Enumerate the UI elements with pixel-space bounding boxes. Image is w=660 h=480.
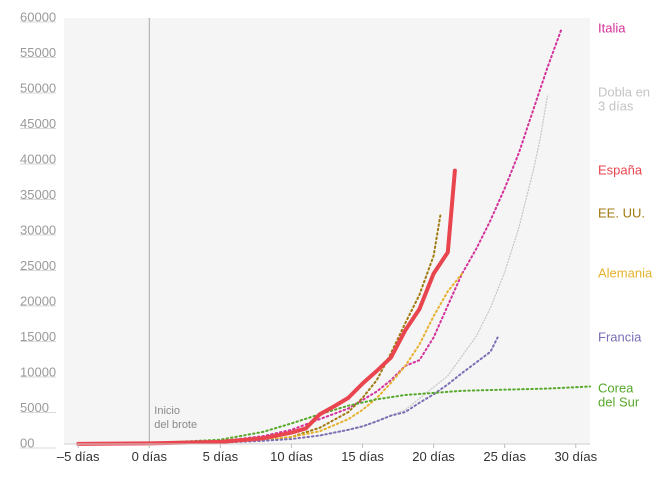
series-line-corea-del-sur xyxy=(77,385,591,445)
legend-label-francia: Francia xyxy=(598,330,642,345)
y-tick-label: 45000 xyxy=(20,116,56,131)
legend-label-dobla-en-3-dias: 3 días xyxy=(598,99,634,114)
legend-label-dobla-en-3-dias: Dobla en xyxy=(598,85,650,100)
annotation-line: Inicio xyxy=(154,405,180,417)
y-tick-label: 15000 xyxy=(20,329,56,344)
x-tick-label: 15 días xyxy=(341,449,384,464)
y-tick-label: 25000 xyxy=(20,258,56,273)
series-line-alemania xyxy=(77,272,464,445)
annotation: Inicio del brote xyxy=(154,405,197,431)
annotation-line: del brote xyxy=(154,419,197,431)
y-tick-label: 60000 xyxy=(20,9,56,24)
x-tick-label: 30 días xyxy=(554,449,597,464)
legend-label-espana: España xyxy=(598,163,643,178)
legend-label-corea-del-sur: Corea xyxy=(598,381,634,396)
x-tick-label: 0 días xyxy=(132,449,168,464)
y-tick-label: 20000 xyxy=(20,293,56,308)
legend-label-corea-del-sur: del Sur xyxy=(598,395,640,410)
x-tick-label: 5 días xyxy=(203,449,239,464)
y-tick-label: 55000 xyxy=(20,45,56,60)
series-line-espana xyxy=(76,168,457,446)
y-tick-label: 50000 xyxy=(20,80,56,95)
y-tick-label: 35000 xyxy=(20,187,56,202)
y-tick-label: 30000 xyxy=(20,222,56,237)
x-axis: –5 días 0 días 5 días 10 días 15 días 20 días… xyxy=(57,443,598,464)
series-line-francia xyxy=(77,336,499,445)
y-axis: 00 5000 10000 15000 20000 25000 30000 35000 4000… xyxy=(20,9,56,450)
y-tick-label: 5000 xyxy=(20,400,49,415)
legend-label-ee-uu: EE. UU. xyxy=(598,205,645,220)
x-tick-label: 20 días xyxy=(412,449,455,464)
y-tick-label: 00 xyxy=(20,435,34,450)
series-line-italia xyxy=(77,27,563,445)
legend: Italia Dobla en3 días España EE. UU. Alemani… xyxy=(598,21,653,410)
x-tick-label: 25 días xyxy=(483,449,526,464)
x-tick-label: 10 días xyxy=(270,449,313,464)
plot-background xyxy=(64,18,590,444)
y-tick-label: 10000 xyxy=(20,364,56,379)
x-tick-label: –5 días xyxy=(57,449,100,464)
y-tick-label: 40000 xyxy=(20,151,56,166)
legend-label-alemania: Alemania xyxy=(598,266,653,281)
series-line-dobla-en-3-dias xyxy=(319,95,548,437)
series-layer xyxy=(76,27,591,446)
legend-label-italia: Italia xyxy=(598,21,626,36)
